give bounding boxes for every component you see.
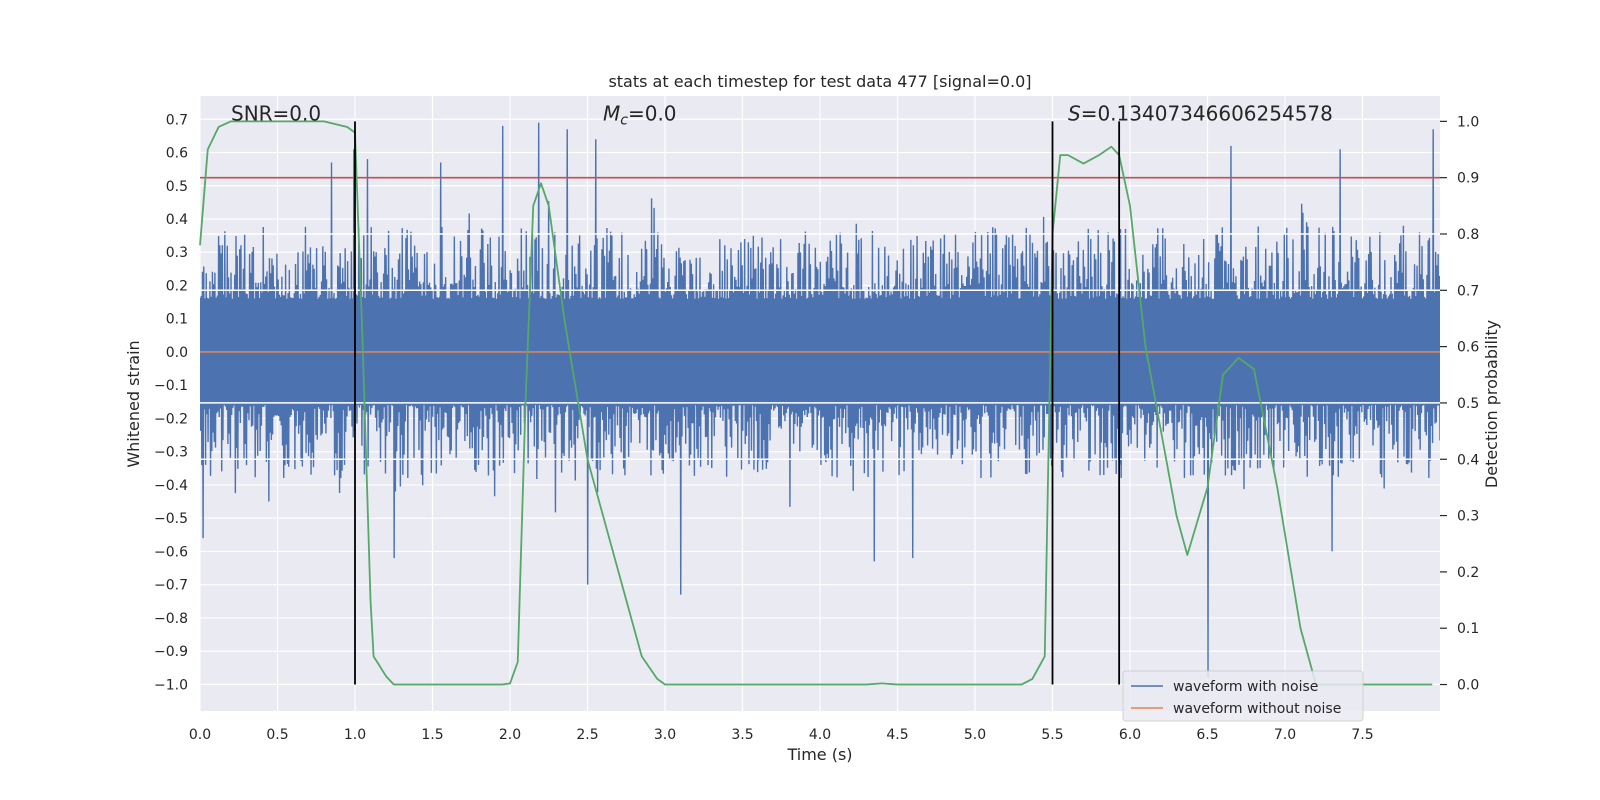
legend-box [1122,670,1364,722]
y-right-tick-label-10: 0.0 [1457,678,1479,694]
annotation-score: S=0.13407346606254578 [1068,101,1333,125]
x-tick-label-11: 5.5 [1041,727,1063,743]
annotations: SNR=0.0 Mc=0.0 S=0.13407346606254578 [231,101,1333,128]
x-tick-label-4: 2.0 [499,727,521,743]
x-tick-label-7: 3.5 [731,727,753,743]
y-right-tick-label-6: 0.4 [1457,452,1479,468]
y-left-tick-label-10: −0.3 [154,445,188,461]
y-right-tick-label-9: 0.1 [1457,621,1479,637]
y-left-tick-label-7: 0.0 [166,345,188,361]
x-axis-label: Time (s) [786,745,852,764]
probability-line [199,120,1433,686]
annotation-mc: Mc=0.0 [603,101,677,128]
y-left-tick-label-2: 0.5 [166,179,188,195]
x-tick-label-15: 7.5 [1351,727,1373,743]
annotation-mc-subscript: c [620,112,628,128]
x-ticks: 0.0 0.5 1.0 1.5 2.0 2.5 3.0 3.5 4.0 4.5 5.0 5.5 6.0 6… [189,727,1374,743]
annotation-score-value: =0.13407346606254578 [1081,101,1333,125]
probability-series [199,120,1433,686]
legend: waveform with noise waveform without noi… [1122,670,1364,722]
annotation-mc-value: =0.0 [628,101,677,125]
y-right-tick-label-0: 1.0 [1457,114,1479,130]
y-left-tick-label-5: 0.2 [166,278,188,294]
x-tick-label-0: 0.0 [189,727,211,743]
y-left-tick-label-1: 0.6 [166,146,188,162]
y-left-tick-label-13: −0.6 [154,544,188,560]
y-right-tick-label-2: 0.8 [1457,227,1479,243]
annotation-score-symbol: S [1068,101,1081,125]
y-axis-left-label: Whitened strain [124,340,143,467]
y-axis-right-label: Detection probability [1482,320,1501,488]
y-left-tick-label-8: −0.1 [154,378,188,394]
white-hlines [200,233,1440,461]
x-tick-label-1: 0.5 [266,727,288,743]
x-tick-label-3: 1.5 [421,727,443,743]
y-ticks-right: 1.0 0.9 0.8 0.7 0.6 0.5 0.4 0.3 0.2 0.1 0.0 [1440,114,1479,694]
y-left-tick-label-17: −1.0 [154,677,188,693]
x-tick-label-9: 4.5 [886,727,908,743]
annotation-snr: SNR=0.0 [231,101,321,125]
chart-title: stats at each timestep for test data 477… [608,72,1031,91]
noise-series [200,122,1440,678]
x-tick-label-2: 1.0 [344,727,366,743]
y-left-tick-label-16: −0.9 [154,644,188,660]
y-left-tick-label-4: 0.3 [166,245,188,261]
x-tick-label-8: 4.0 [809,727,831,743]
y-right-tick-label-4: 0.6 [1457,340,1479,356]
y-right-tick-label-5: 0.5 [1457,396,1479,412]
y-left-tick-label-14: −0.7 [154,578,188,594]
vertical-lines [354,121,1121,685]
annotation-mc-symbol: M [603,101,620,125]
x-tick-label-10: 5.0 [964,727,986,743]
y-left-tick-label-3: 0.4 [166,212,188,228]
y-right-tick-label-8: 0.2 [1457,565,1479,581]
x-tick-label-12: 6.0 [1119,727,1141,743]
y-left-tick-label-11: −0.4 [154,478,188,494]
legend-label-noise: waveform with noise [1173,679,1318,695]
y-right-tick-label-7: 0.3 [1457,509,1479,525]
y-left-tick-label-0: 0.7 [166,112,188,128]
y-left-tick-label-9: −0.2 [154,411,188,427]
y-left-tick-label-6: 0.1 [166,312,188,328]
y-right-tick-label-1: 0.9 [1457,171,1479,187]
legend-label-clean: waveform without noise [1173,701,1341,717]
x-tick-label-6: 3.0 [654,727,676,743]
y-ticks-left: 0.7 0.6 0.5 0.4 0.3 0.2 0.1 0.0 −0.1 −0.2 −0.3 −0.4… [154,112,188,693]
y-right-tick-label-3: 0.7 [1457,283,1479,299]
y-left-tick-label-15: −0.8 [154,611,188,627]
x-tick-label-5: 2.5 [576,727,598,743]
x-tick-label-13: 6.5 [1196,727,1218,743]
noise-waveform [200,122,1440,678]
y-left-tick-label-12: −0.5 [154,511,188,527]
x-tick-label-14: 7.0 [1274,727,1296,743]
